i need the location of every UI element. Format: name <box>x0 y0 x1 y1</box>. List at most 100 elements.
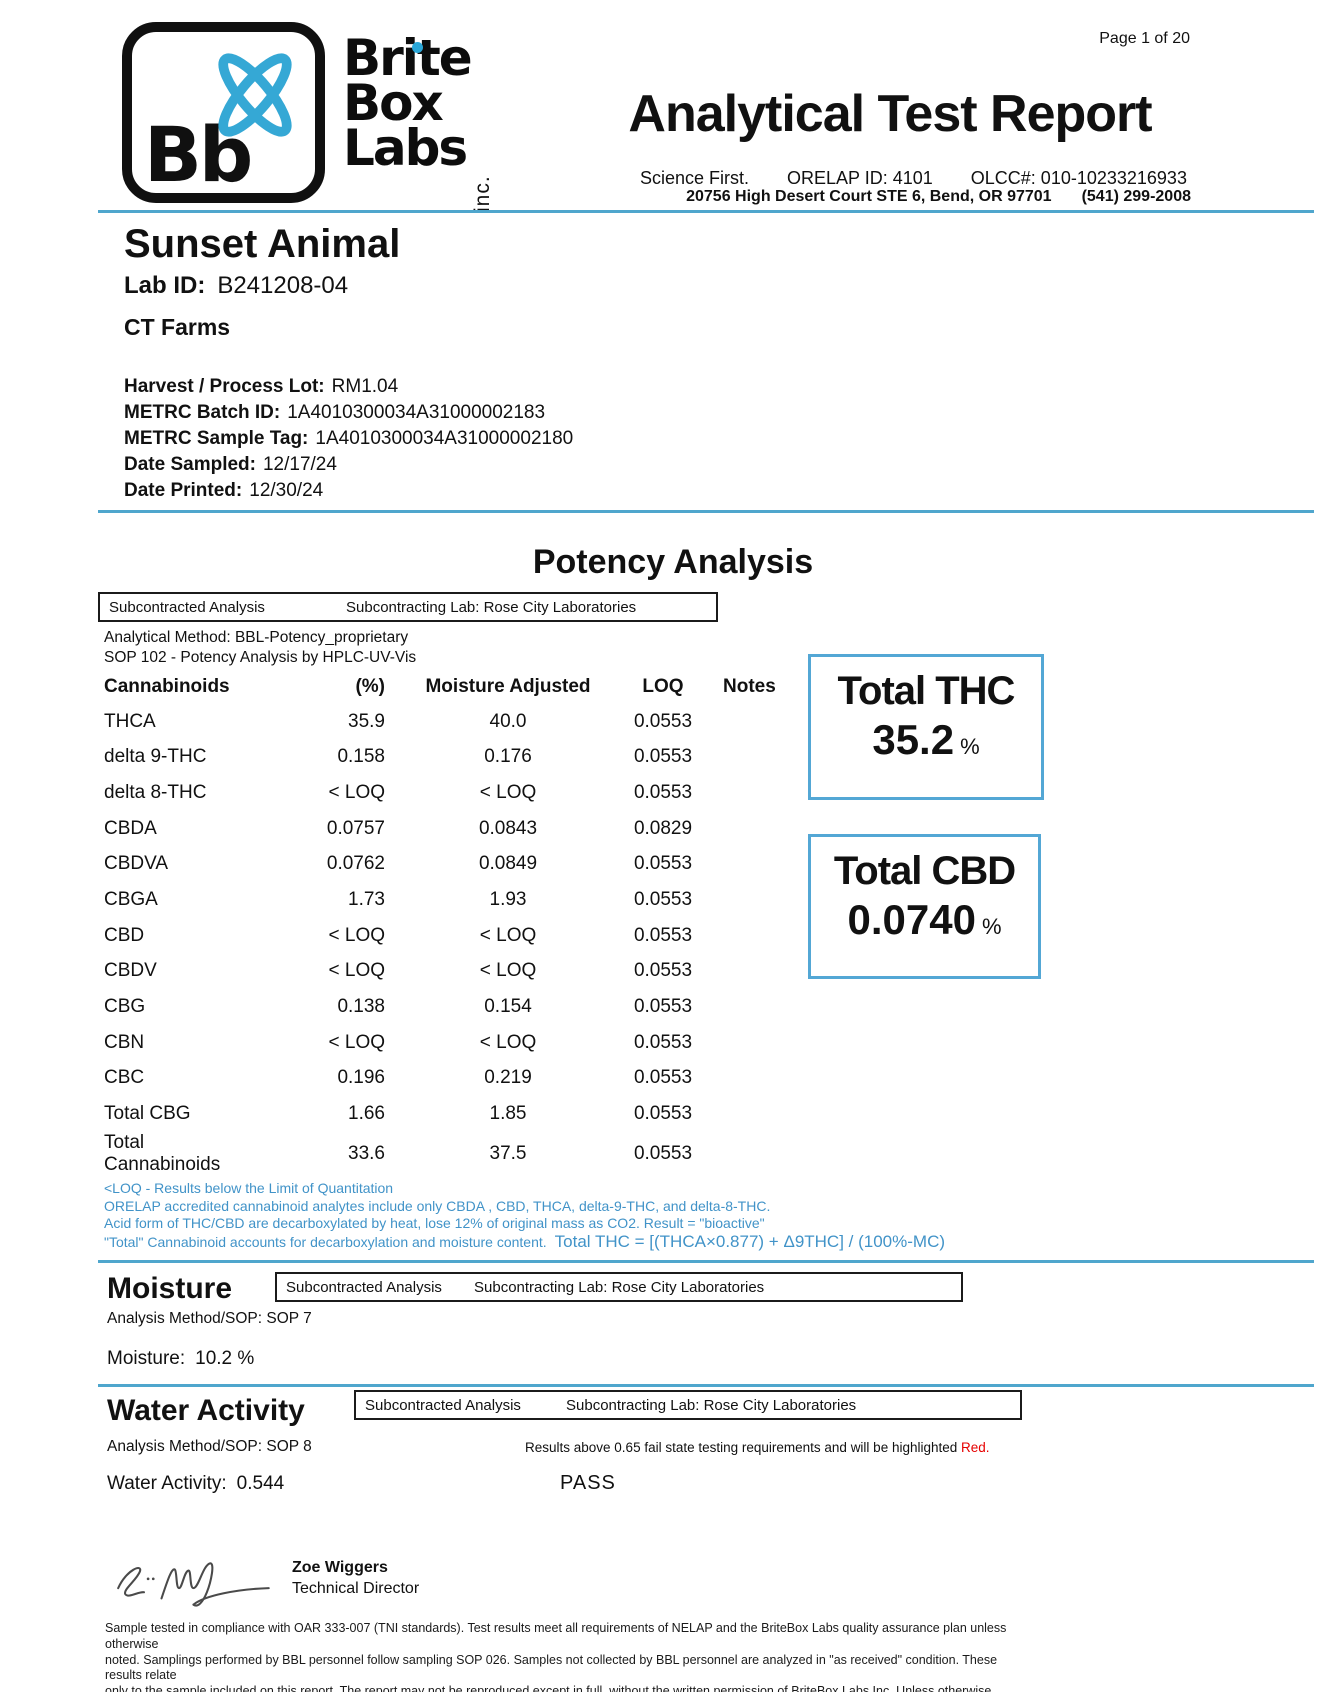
orelap-id: ORELAP ID: 4101 <box>787 168 933 188</box>
client-name: CT Farms <box>124 314 231 340</box>
analyte-moisture-adjusted: 0.154 <box>484 996 532 1018</box>
analyte-moisture-adjusted: < LOQ <box>479 924 537 946</box>
table-row: CBN < LOQ < LOQ 0.0553 <box>104 1025 805 1061</box>
table-row: CBDA 0.0757 0.0843 0.0829 <box>104 811 805 847</box>
total-cbd-value: 0.0740% <box>847 896 1002 943</box>
footnote-total-line: "Total" Cannabinoid accounts for decarbo… <box>104 1231 946 1251</box>
sample-meta-line: Date Sampled: 12/17/24 <box>124 454 337 475</box>
water-activity-method: Analysis Method/SOP: SOP 8 <box>107 1438 312 1455</box>
analyte-percent: < LOQ <box>328 782 386 804</box>
sample-metadata: Harvest / Process Lot: RM1.04 METRC Batch… <box>124 374 573 504</box>
sample-meta-line: Date Printed: 12/30/24 <box>124 480 324 501</box>
analyte-moisture-adjusted: < LOQ <box>479 782 537 804</box>
analyte-name: delta 8-THC <box>104 782 207 804</box>
sample-meta-line: METRC Sample Tag: 1A4010300034A3100000218… <box>124 428 574 449</box>
analyte-name: CBC <box>104 1067 145 1089</box>
signatory-title: Technical Director <box>292 1580 420 1597</box>
col-moisture-adjusted: Moisture Adjusted <box>425 676 591 697</box>
table-row: delta 8-THC < LOQ < LOQ 0.0553 <box>104 775 805 811</box>
col-notes: Notes <box>723 676 776 697</box>
analyte-percent: 1.66 <box>348 1103 385 1125</box>
analyte-name: CBN <box>104 1031 145 1053</box>
table-row: delta 9-THC 0.158 0.176 0.0553 <box>104 740 805 776</box>
analyte-loq: 0.0553 <box>633 1031 693 1053</box>
potency-footnotes: <LOQ - Results below the Limit of Quanti… <box>104 1180 945 1251</box>
lab-id-line: Lab ID: B241208-04 <box>124 272 348 300</box>
analyte-loq: 0.0553 <box>633 996 693 1018</box>
analyte-percent: < LOQ <box>328 924 386 946</box>
analyte-loq: 0.0829 <box>633 817 693 839</box>
analyte-moisture-adjusted: 0.0849 <box>478 853 538 875</box>
col-loq: LOQ <box>642 676 684 697</box>
total-thc-value: 35.2% <box>872 716 980 763</box>
analyte-name: CBDVA <box>104 853 169 875</box>
analyte-loq: 0.0553 <box>633 960 693 982</box>
table-row: CBDVA 0.0762 0.0849 0.0553 <box>104 847 805 883</box>
cannabinoid-table-header: Cannabinoids (%) Moisture Adjusted LOQ N… <box>104 670 805 704</box>
analyte-loq: 0.0553 <box>633 782 693 804</box>
table-row: CBC 0.196 0.219 0.0553 <box>104 1061 805 1097</box>
sample-meta-line: Harvest / Process Lot: RM1.04 <box>124 376 399 397</box>
analyte-percent: < LOQ <box>328 1031 386 1053</box>
subcontracting-lab: Subcontracting Lab: Rose City Laboratori… <box>474 1279 765 1296</box>
col-percent: (%) <box>355 676 385 697</box>
total-cbd-box: Total CBD 0.0740% <box>808 834 1041 979</box>
divider <box>98 210 1314 213</box>
analyte-moisture-adjusted: 1.85 <box>489 1103 527 1125</box>
page-number-label: Page 1 of 20 <box>1099 30 1190 47</box>
footer-line: only to the sample included on this repo… <box>105 1684 992 1692</box>
table-row: CBGA 1.73 1.93 0.0553 <box>104 882 805 918</box>
moisture-section-title: Moisture <box>107 1272 233 1305</box>
moisture-result-value: 10.2 % <box>195 1348 255 1369</box>
brand-line-brite: Brite <box>343 29 473 87</box>
analyte-moisture-adjusted: < LOQ <box>479 1031 537 1053</box>
footnote-line: <LOQ - Results below the Limit of Quanti… <box>104 1180 394 1196</box>
footnote-line: Acid form of THC/CBD are decarboxylated … <box>104 1215 765 1232</box>
pass-status: PASS <box>560 1472 616 1494</box>
lab-address-line: 20756 High Desert Court STE 6, Bend, OR … <box>500 188 1191 206</box>
total-thc-formula: Total THC = [(THCA×0.877) + Δ9THC] / (10… <box>554 1231 946 1251</box>
lab-address: 20756 High Desert Court STE 6, Bend, OR … <box>686 188 1052 205</box>
analyte-percent: 0.196 <box>337 1067 385 1089</box>
divider <box>98 510 1314 513</box>
analyte-percent: 35.9 <box>348 710 385 732</box>
analyte-loq: 0.0553 <box>633 1067 693 1089</box>
analyte-moisture-adjusted: 1.93 <box>489 889 527 911</box>
subcontracted-label: Subcontracted Analysis <box>286 1279 442 1296</box>
potency-method: Analytical Method: BBL-Potency_proprieta… <box>104 629 409 646</box>
brand-line-labs: Labs <box>343 119 468 177</box>
potency-subcontract-box: Subcontracted Analysis Subcontracting La… <box>98 592 718 622</box>
signature-graphic <box>117 1562 270 1607</box>
analyte-name: THCA <box>104 710 156 732</box>
analyte-moisture-adjusted: < LOQ <box>479 960 537 982</box>
table-row: CBG 0.138 0.154 0.0553 <box>104 989 805 1025</box>
analyte-percent: < LOQ <box>328 960 386 982</box>
atom-icon <box>218 53 292 137</box>
lab-id-value: B241208-04 <box>217 272 349 299</box>
analyte-name: CBD <box>104 924 145 946</box>
water-activity-subcontract-box: Subcontracted Analysis Subcontracting La… <box>354 1390 1022 1420</box>
analyte-percent: 0.138 <box>337 996 385 1018</box>
analyte-name: CBG <box>104 996 146 1018</box>
water-activity-section-title: Water Activity <box>107 1394 305 1427</box>
col-cannabinoids: Cannabinoids <box>104 676 230 697</box>
subcontracting-lab: Subcontracting Lab: Rose City Laboratori… <box>566 1397 857 1414</box>
report-title: Analytical Test Report <box>628 85 1152 143</box>
subcontracted-label: Subcontracted Analysis <box>365 1397 521 1414</box>
analyte-loq: 0.0553 <box>633 853 693 875</box>
cannabinoid-table: Cannabinoids (%) Moisture Adjusted LOQ N… <box>104 670 805 1175</box>
analyte-name: Total CBG <box>104 1103 191 1125</box>
analyte-moisture-adjusted: 40.0 <box>489 710 527 732</box>
sample-name: Sunset Animal <box>124 222 401 266</box>
table-row: Total CBG 1.66 1.85 0.0553 <box>104 1096 805 1132</box>
analyte-loq: 0.0553 <box>633 1142 693 1164</box>
brand-line-box: Box <box>343 74 444 132</box>
moisture-subcontract-box: Subcontracted Analysis Subcontracting La… <box>275 1272 963 1302</box>
brand-i-dot <box>412 42 423 53</box>
analyte-loq: 0.0553 <box>633 924 693 946</box>
signatory-name: Zoe Wiggers <box>292 1559 388 1576</box>
lab-id-label: Lab ID: <box>124 272 206 299</box>
analyte-moisture-adjusted: 0.176 <box>484 746 532 768</box>
analyte-percent: 0.0762 <box>326 853 385 875</box>
